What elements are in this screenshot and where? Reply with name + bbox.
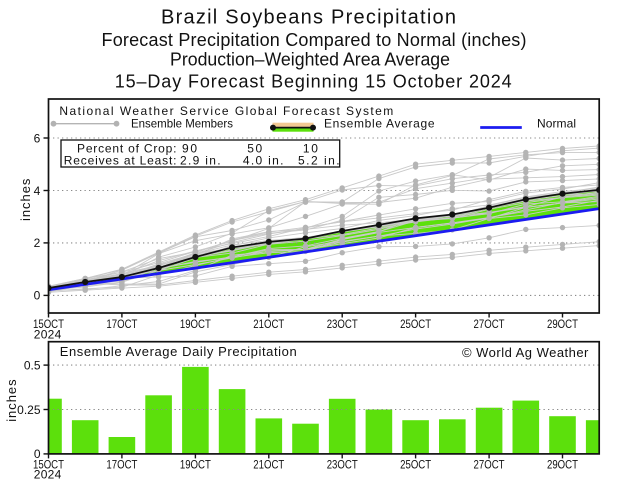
svg-text:0: 0	[34, 447, 41, 461]
svg-text:0.5: 0.5	[24, 358, 41, 372]
svg-text:Ensemble Average Daily Precipi: Ensemble Average Daily Precipitation	[60, 344, 297, 359]
svg-text:17OCT: 17OCT	[106, 317, 138, 331]
svg-text:19OCT: 19OCT	[180, 317, 212, 331]
svg-text:6: 6	[34, 131, 41, 145]
svg-text:27OCT: 27OCT	[474, 457, 506, 471]
svg-text:29OCT: 29OCT	[547, 317, 579, 331]
svg-text:National Weather Service Globa: National Weather Service Global Forecast…	[59, 104, 393, 118]
svg-text:29OCT: 29OCT	[547, 457, 579, 471]
svg-text:5.2 in.: 5.2 in.	[298, 153, 340, 167]
svg-text:15OCT: 15OCT	[33, 317, 65, 331]
svg-text:0.25: 0.25	[17, 403, 41, 417]
svg-text:21OCT: 21OCT	[253, 457, 285, 471]
svg-text:25OCT: 25OCT	[400, 457, 432, 471]
svg-text:15–Day Forecast Beginning 15 O: 15–Day Forecast Beginning 15 October 202…	[115, 71, 512, 91]
svg-text:Receives at Least:: Receives at Least:	[64, 153, 177, 167]
svg-text:2024: 2024	[34, 468, 62, 482]
svg-text:50: 50	[247, 141, 262, 155]
svg-text:0: 0	[34, 289, 41, 303]
svg-text:15OCT: 15OCT	[33, 457, 65, 471]
svg-text:2: 2	[34, 236, 41, 250]
svg-text:Brazil Soybeans Precipitation: Brazil Soybeans Precipitation	[161, 6, 456, 28]
svg-text:4.0 in.: 4.0 in.	[243, 153, 284, 167]
svg-text:Normal: Normal	[537, 117, 576, 131]
svg-text:21OCT: 21OCT	[253, 317, 285, 331]
svg-text:inches: inches	[18, 178, 33, 221]
svg-text:Ensemble Average: Ensemble Average	[324, 117, 435, 131]
svg-text:2024: 2024	[34, 328, 62, 342]
svg-text:Production–Weighted Area Avera: Production–Weighted Area Average	[170, 49, 450, 69]
svg-text:Percent of Crop:: Percent of Crop:	[77, 141, 177, 155]
svg-text:17OCT: 17OCT	[106, 457, 138, 471]
svg-text:19OCT: 19OCT	[180, 457, 212, 471]
svg-text:4: 4	[34, 184, 41, 198]
svg-text:27OCT: 27OCT	[474, 317, 506, 331]
svg-text:© World Ag Weather: © World Ag Weather	[462, 345, 589, 360]
svg-text:2.9 in.: 2.9 in.	[180, 153, 221, 167]
svg-text:23OCT: 23OCT	[327, 317, 359, 331]
svg-text:10: 10	[303, 141, 318, 155]
svg-text:Forecast Precipitation Compare: Forecast Precipitation Compared to Norma…	[102, 30, 527, 50]
svg-text:25OCT: 25OCT	[400, 317, 432, 331]
svg-text:23OCT: 23OCT	[327, 457, 359, 471]
svg-text:Ensemble Members: Ensemble Members	[131, 117, 233, 131]
svg-text:inches: inches	[4, 379, 19, 422]
svg-text:90: 90	[182, 141, 197, 155]
